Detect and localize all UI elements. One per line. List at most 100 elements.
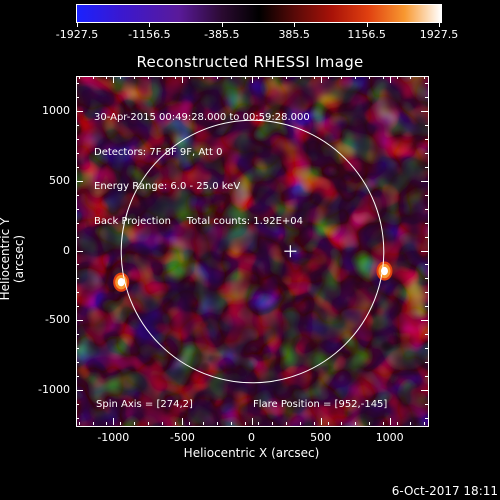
- y-minor-tick-right: [425, 348, 428, 350]
- chart-title: Reconstructed RHESSI Image: [136, 53, 364, 71]
- y-minor-tick-right: [425, 138, 428, 140]
- x-minor-tick: [161, 422, 163, 425]
- x-minor-tick-top: [216, 76, 218, 79]
- y-minor-tick-right: [425, 404, 428, 406]
- colorbar-tick-label: -1927.5: [55, 28, 99, 41]
- y-minor-tick-right: [425, 236, 428, 238]
- x-axis-label: Heliocentric X (arcsec): [183, 446, 320, 460]
- hot-spot: [117, 278, 125, 287]
- x-minor-tick: [78, 422, 80, 425]
- x-tick-label: -500: [169, 431, 195, 444]
- x-minor-tick-top: [286, 76, 288, 79]
- x-minor-tick-top: [120, 76, 122, 79]
- x-minor-tick: [410, 422, 412, 425]
- x-tick-top: [320, 76, 322, 83]
- x-minor-tick: [230, 422, 232, 425]
- x-minor-tick: [203, 422, 205, 425]
- y-minor-tick-right: [425, 82, 428, 84]
- colorbar-tick-label: 1156.5: [347, 28, 386, 41]
- method-counts-text: Back Projection Total counts: 1.92E+04: [94, 215, 303, 227]
- y-minor-tick: [76, 334, 79, 336]
- y-minor-tick-right: [425, 292, 428, 294]
- x-minor-tick-top: [272, 76, 274, 79]
- x-minor-tick: [120, 422, 122, 425]
- y-minor-tick-right: [425, 334, 428, 336]
- y-minor-tick: [76, 138, 79, 140]
- y-minor-tick: [76, 376, 79, 378]
- x-minor-tick: [106, 422, 108, 425]
- x-minor-tick-top: [92, 76, 94, 79]
- x-minor-tick-top: [396, 76, 398, 79]
- x-tick-label: 500: [310, 431, 332, 444]
- x-tick: [251, 418, 253, 425]
- x-minor-tick-top: [341, 76, 343, 79]
- y-minor-tick-right: [425, 418, 428, 420]
- y-minor-tick: [76, 362, 79, 364]
- y-minor-tick: [76, 208, 79, 210]
- plot-area: 30-Apr-2015 00:49:28.000 to 00:59:28.000…: [76, 76, 429, 427]
- x-minor-tick-top: [175, 76, 177, 79]
- y-minor-tick-right: [425, 194, 428, 196]
- y-minor-tick-right: [425, 152, 428, 154]
- y-tick: [76, 320, 83, 322]
- x-minor-tick: [258, 422, 260, 425]
- y-minor-tick: [76, 292, 79, 294]
- y-minor-tick-right: [425, 278, 428, 280]
- y-minor-tick: [76, 152, 79, 154]
- colorbar-tick: [294, 22, 296, 27]
- y-minor-tick: [76, 418, 79, 420]
- x-minor-tick-top: [203, 76, 205, 79]
- colorbar-tick: [366, 22, 368, 27]
- y-tick-label: 500: [49, 173, 70, 187]
- y-tick-right: [421, 180, 428, 182]
- y-minor-tick-right: [425, 376, 428, 378]
- annotation-block: 30-Apr-2015 00:49:28.000 to 00:59:28.000…: [94, 89, 310, 250]
- x-minor-tick: [189, 422, 191, 425]
- x-minor-tick: [175, 422, 177, 425]
- time-range-text: 30-Apr-2015 00:49:28.000 to 00:59:28.000: [94, 112, 310, 123]
- x-minor-tick: [368, 422, 370, 425]
- footer-date: 6-Oct-2017 18:11: [391, 484, 498, 498]
- x-minor-tick-top: [368, 76, 370, 79]
- y-minor-tick-right: [425, 124, 428, 126]
- x-minor-tick-top: [161, 76, 163, 79]
- x-tick-label: 1000: [375, 431, 404, 444]
- y-minor-tick-right: [425, 222, 428, 224]
- x-minor-tick: [244, 422, 246, 425]
- x-minor-tick-top: [258, 76, 260, 79]
- colorbar-tick-label: -385.5: [204, 28, 240, 41]
- x-minor-tick: [286, 422, 288, 425]
- colorbar-tick: [149, 22, 151, 27]
- y-minor-tick: [76, 166, 79, 168]
- y-minor-tick: [76, 124, 79, 126]
- y-minor-tick: [76, 264, 79, 266]
- colorbar: [76, 4, 442, 23]
- x-tick: [182, 418, 184, 425]
- y-tick-label: -500: [45, 313, 70, 327]
- x-minor-tick-top: [189, 76, 191, 79]
- y-minor-tick-right: [425, 362, 428, 364]
- y-minor-tick-right: [425, 306, 428, 308]
- x-minor-tick-top: [230, 76, 232, 79]
- x-tick: [389, 418, 391, 425]
- x-minor-tick: [134, 422, 136, 425]
- y-tick-label: 1000: [42, 103, 70, 117]
- y-tick-right: [421, 320, 428, 322]
- x-minor-tick-top: [355, 76, 357, 79]
- flare-crosshair-marker: [284, 245, 297, 258]
- y-minor-tick: [76, 222, 79, 224]
- colorbar-tick: [77, 22, 78, 27]
- y-minor-tick-right: [425, 208, 428, 210]
- y-tick-right: [421, 390, 428, 392]
- flare-position-text: Flare Position = [952,-145]: [253, 399, 388, 410]
- y-tick: [76, 390, 83, 392]
- y-minor-tick: [76, 82, 79, 84]
- colorbar-tick-label: 1927.5: [419, 28, 459, 41]
- x-minor-tick: [327, 422, 329, 425]
- solar-limb-circle: [120, 119, 385, 384]
- detectors-text: Detectors: 7F 8F 9F, Att 0: [94, 146, 223, 158]
- colorbar-tick: [221, 22, 223, 27]
- x-tick-label: 0: [248, 431, 255, 444]
- y-minor-tick: [76, 236, 79, 238]
- x-minor-tick-top: [147, 76, 149, 79]
